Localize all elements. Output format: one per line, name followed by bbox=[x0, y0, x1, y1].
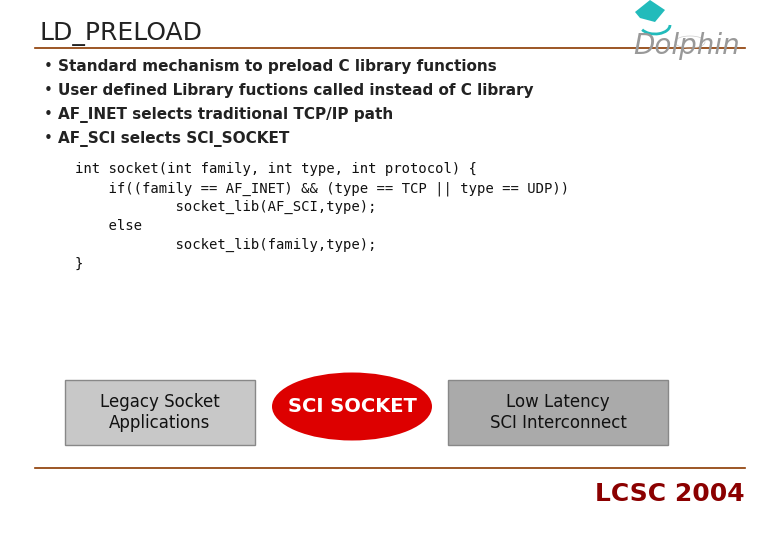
Text: LD_PRELOAD: LD_PRELOAD bbox=[40, 22, 203, 46]
Text: socket_lib(family,type);: socket_lib(family,type); bbox=[75, 238, 377, 252]
Text: AF_INET selects traditional TCP/IP path: AF_INET selects traditional TCP/IP path bbox=[58, 107, 393, 123]
Text: }: } bbox=[75, 257, 83, 271]
Text: Standard mechanism to preload C library functions: Standard mechanism to preload C library … bbox=[58, 59, 497, 74]
Ellipse shape bbox=[296, 383, 408, 430]
Ellipse shape bbox=[280, 376, 424, 437]
Text: •: • bbox=[44, 107, 53, 122]
Ellipse shape bbox=[339, 401, 365, 412]
Text: socket_lib(AF_SCI,type);: socket_lib(AF_SCI,type); bbox=[75, 200, 377, 214]
Ellipse shape bbox=[314, 390, 389, 422]
Ellipse shape bbox=[320, 393, 384, 420]
Ellipse shape bbox=[312, 389, 392, 423]
Ellipse shape bbox=[349, 406, 355, 408]
Ellipse shape bbox=[323, 394, 381, 419]
Ellipse shape bbox=[310, 388, 395, 424]
FancyBboxPatch shape bbox=[448, 380, 668, 445]
Ellipse shape bbox=[342, 402, 363, 411]
FancyBboxPatch shape bbox=[65, 380, 255, 445]
Ellipse shape bbox=[304, 386, 400, 427]
Text: •: • bbox=[44, 131, 53, 146]
Text: •: • bbox=[44, 59, 53, 74]
Ellipse shape bbox=[344, 403, 360, 410]
Ellipse shape bbox=[293, 382, 410, 431]
Ellipse shape bbox=[336, 400, 368, 413]
Ellipse shape bbox=[331, 397, 374, 416]
Ellipse shape bbox=[299, 384, 406, 429]
Ellipse shape bbox=[282, 377, 421, 436]
Text: else: else bbox=[75, 219, 142, 233]
Ellipse shape bbox=[272, 373, 432, 441]
Ellipse shape bbox=[325, 395, 378, 418]
Ellipse shape bbox=[285, 378, 419, 435]
Ellipse shape bbox=[328, 396, 376, 417]
Text: if((family == AF_INET) && (type == TCP || type == UDP)): if((family == AF_INET) && (type == TCP |… bbox=[75, 181, 569, 195]
Ellipse shape bbox=[317, 392, 387, 421]
Ellipse shape bbox=[307, 387, 397, 426]
Ellipse shape bbox=[278, 375, 427, 438]
Text: int socket(int family, int type, int protocol) {: int socket(int family, int type, int pro… bbox=[75, 162, 477, 176]
Ellipse shape bbox=[333, 399, 370, 414]
Text: LCSC 2004: LCSC 2004 bbox=[595, 482, 745, 506]
Text: User defined Library fuctions called instead of C library: User defined Library fuctions called ins… bbox=[58, 83, 534, 98]
Text: Legacy Socket
Applications: Legacy Socket Applications bbox=[100, 393, 220, 432]
Polygon shape bbox=[635, 0, 665, 22]
Ellipse shape bbox=[346, 404, 357, 409]
Text: •: • bbox=[44, 83, 53, 98]
Text: SCI SOCKET: SCI SOCKET bbox=[288, 397, 417, 416]
Text: Dolphin: Dolphin bbox=[633, 32, 740, 60]
Ellipse shape bbox=[301, 385, 402, 428]
Ellipse shape bbox=[288, 379, 416, 434]
Text: Low Latency
SCI Interconnect: Low Latency SCI Interconnect bbox=[490, 393, 626, 432]
Ellipse shape bbox=[291, 381, 413, 433]
Ellipse shape bbox=[275, 374, 429, 440]
Text: AF_SCI selects SCI_SOCKET: AF_SCI selects SCI_SOCKET bbox=[58, 131, 289, 147]
